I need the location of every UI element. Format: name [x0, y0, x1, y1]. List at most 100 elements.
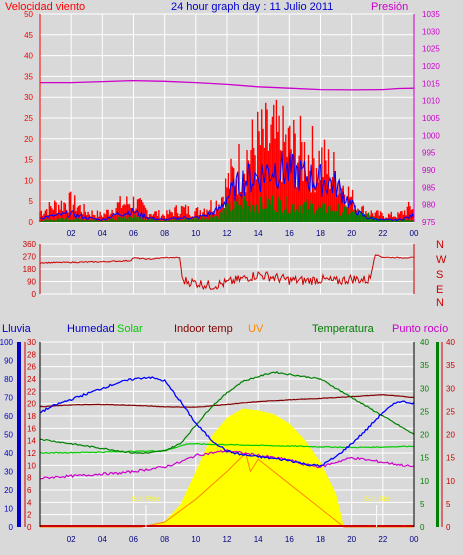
legend-punto-rocio: Punto rocío	[392, 323, 448, 335]
x-tick-label: 12	[223, 535, 232, 544]
x-tick-label: 10	[191, 535, 200, 544]
humidity-tick-label: 50	[4, 431, 13, 440]
y-tick-label-right: 990	[422, 166, 436, 175]
solar-line	[39, 442, 414, 455]
direction-n-top: N	[436, 239, 444, 251]
pressure-line	[40, 79, 415, 91]
x-tick-label: 00	[410, 229, 419, 238]
rain-tick-label: 6	[27, 486, 32, 495]
x-tick-label: 16	[285, 229, 294, 238]
direction-n-bottom: N	[436, 297, 444, 308]
humidity-tick-label: 40	[4, 449, 13, 458]
direction-e: E	[436, 284, 443, 296]
pressure-label: Presión	[371, 1, 408, 13]
temperature-axis-bar	[436, 342, 439, 527]
sun-rise-label: Sun Rise	[132, 496, 161, 503]
rain-tick-label: 0	[27, 523, 32, 532]
y-tick-label-left: 20	[24, 135, 33, 144]
dewpoint-tick-label: 15	[446, 454, 455, 463]
indoor-temp-line	[39, 393, 415, 408]
y-tick-label-right: 995	[422, 149, 436, 158]
humidity-tick-label: 80	[4, 375, 13, 384]
x-tick-label: 18	[316, 535, 325, 544]
y-tick-label-right: 1005	[422, 114, 440, 123]
rain-tick-label: 16	[27, 424, 36, 433]
x-tick-label: 18	[316, 229, 325, 238]
humedad-line	[39, 376, 415, 467]
y-tick-label: 360	[23, 240, 37, 249]
rain-tick-label: 10	[27, 461, 36, 470]
humidity-tick-label: 0	[9, 523, 14, 532]
y-tick-label-right: 1010	[422, 97, 440, 106]
y-tick-label-left: 15	[24, 156, 33, 165]
sun-set-label: Sun Set	[364, 496, 389, 503]
x-tick-label: 06	[129, 229, 138, 238]
rain-tick-label: 28	[27, 350, 36, 359]
temperature-tick-label: 40	[420, 338, 429, 347]
y-tick-label-right: 1000	[422, 131, 440, 140]
rain-tick-label: 24	[27, 375, 36, 384]
humidity-tick-label: 90	[4, 357, 13, 366]
y-tick-label-right: 980	[422, 201, 436, 210]
temperatura-line	[40, 371, 415, 455]
legend-uv: UV	[248, 323, 264, 335]
y-tick-label: 90	[27, 278, 36, 287]
temperature-tick-label: 15	[420, 454, 429, 463]
y-tick-label-right: 975	[422, 218, 436, 227]
rain-tick-label: 2	[27, 511, 32, 520]
dewpoint-tick-label: 20	[446, 431, 455, 440]
temperature-tick-label: 25	[420, 407, 429, 416]
x-tick-label: 04	[98, 229, 107, 238]
y-tick-label-left: 45	[24, 31, 33, 40]
dewpoint-tick-label: 40	[446, 338, 455, 347]
temperature-tick-label: 35	[420, 361, 429, 370]
y-tick-label: 0	[32, 290, 37, 299]
wind-pressure-chart: Velocidad viento 24 hour graph day : 11 …	[5, 1, 440, 238]
rain-tick-label: 14	[27, 437, 36, 446]
x-tick-label: 02	[67, 229, 76, 238]
x-tick-label: 08	[160, 535, 169, 544]
y-tick-label-right: 1030	[422, 27, 440, 36]
y-tick-label-right: 1020	[422, 62, 440, 71]
x-tick-label: 14	[254, 535, 263, 544]
punto-rocio-line	[39, 448, 415, 480]
rain-tick-label: 18	[27, 412, 36, 421]
humidity-tick-label: 60	[4, 412, 13, 421]
x-tick-label: 20	[347, 229, 356, 238]
legend-temperatura: Temperatura	[312, 323, 375, 335]
x-tick-label: 10	[191, 229, 200, 238]
y-tick-label-left: 35	[24, 72, 33, 81]
y-tick-label-left: 25	[24, 114, 33, 123]
y-tick-label-right: 1025	[422, 45, 440, 54]
temperature-tick-label: 5	[420, 500, 425, 509]
y-tick-label: 270	[23, 253, 37, 262]
x-tick-label: 16	[285, 535, 294, 544]
legend-solar: Solar	[117, 323, 143, 335]
y-tick-label-right: 1015	[422, 79, 440, 88]
humidity-tick-label: 20	[4, 486, 13, 495]
x-tick-label: 20	[347, 535, 356, 544]
temperature-humidity-chart: Lluvia Humedad Solar Indoor temp UV Temp…	[0, 323, 455, 544]
temperature-tick-label: 0	[420, 523, 425, 532]
x-tick-label: 02	[67, 535, 76, 544]
rain-tick-label: 30	[27, 338, 36, 347]
humidity-tick-label: 70	[4, 394, 13, 403]
direction-w: W	[436, 254, 447, 266]
x-tick-label: 06	[129, 535, 138, 544]
y-tick-label-left: 30	[24, 93, 33, 102]
x-tick-label: 08	[160, 229, 169, 238]
y-tick-label-left: 0	[29, 218, 34, 227]
rain-tick-label: 22	[27, 387, 36, 396]
dewpoint-tick-label: 35	[446, 361, 455, 370]
legend-indoor-temp: Indoor temp	[174, 323, 233, 335]
wind-direction-line	[40, 254, 415, 291]
x-tick-label: 22	[378, 229, 387, 238]
wind-speed-label: Velocidad viento	[5, 1, 85, 13]
humidity-tick-label: 100	[0, 338, 14, 347]
y-tick-label-left: 40	[24, 52, 33, 61]
dewpoint-tick-label: 5	[446, 500, 451, 509]
x-tick-label: 00	[410, 535, 419, 544]
x-tick-label: 04	[98, 535, 107, 544]
legend-lluvia: Lluvia	[2, 323, 32, 335]
